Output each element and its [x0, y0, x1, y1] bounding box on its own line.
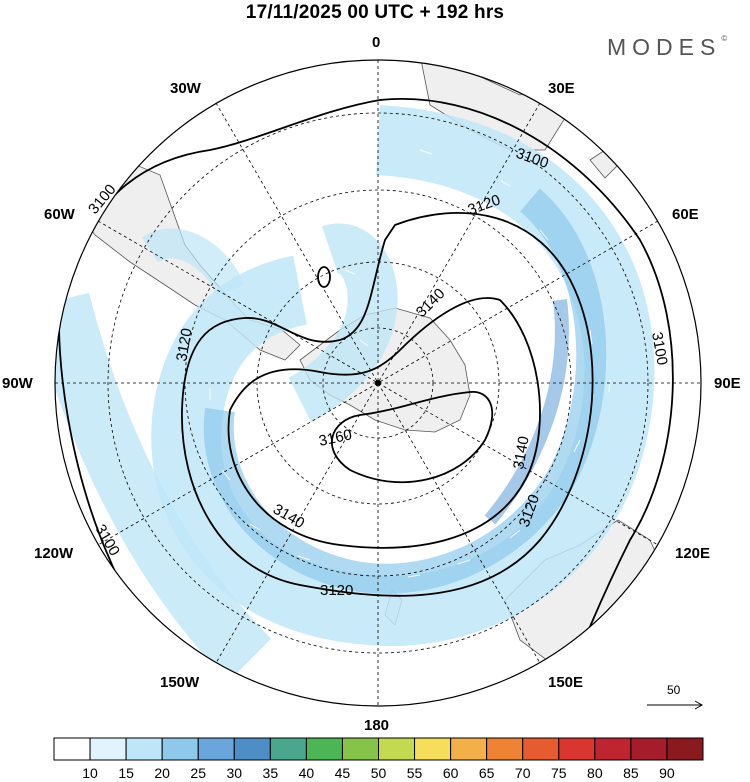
colorbar-tick-label: 70 — [514, 765, 531, 781]
contour-3160 — [331, 391, 494, 484]
colorbar-swatch — [341, 737, 380, 761]
lon-label-120w: 120W — [34, 545, 74, 562]
brand-text: MODES — [607, 34, 722, 60]
reference-vector-arrow — [647, 700, 704, 710]
lon-label-30w: 30W — [170, 80, 201, 97]
lon-label-150w: 150W — [160, 674, 200, 691]
colorbar-swatch — [558, 737, 596, 761]
contour-label: 3100 — [648, 331, 671, 367]
colorbar-swatch — [89, 737, 127, 761]
colorbar-tick-label: 50 — [370, 765, 387, 781]
colorbar-swatch — [486, 737, 524, 761]
colorbar-tick-label: 45 — [334, 765, 351, 781]
colorbar — [53, 737, 704, 761]
colorbar-swatch — [522, 737, 560, 761]
brand-mark: © — [721, 34, 728, 43]
colorbar-tick-label: 20 — [154, 765, 170, 781]
lon-label-180: 180 — [364, 717, 390, 734]
wind-vectors — [209, 149, 611, 578]
colorbar-swatch — [378, 737, 416, 761]
colorbar-tick-label: 65 — [478, 765, 495, 781]
colorbar-tick-label: 55 — [406, 765, 423, 781]
colorbar-tick-label: 15 — [118, 765, 134, 781]
contour-3100 — [59, 98, 674, 701]
colorbar-swatch — [233, 737, 271, 761]
colorbar-swatch — [197, 737, 235, 761]
colorbar-tick-label: 80 — [587, 765, 603, 781]
colorbar-tick-label: 30 — [226, 765, 243, 781]
contour-label: 3140 — [413, 285, 449, 321]
lon-label-120e: 120E — [675, 545, 711, 562]
madagascar — [589, 149, 619, 179]
colorbar-swatch — [450, 737, 488, 761]
colorbar-swatch — [269, 737, 307, 761]
contour-small-loop — [317, 266, 331, 288]
lon-label-90w: 90W — [2, 375, 33, 392]
contour-label: 3140 — [510, 435, 533, 471]
lon-label-150e: 150E — [548, 674, 584, 691]
forecast-title: 17/11/2025 00 UTC + 192 hrs — [245, 2, 505, 23]
colorbar-tick-label: 25 — [190, 765, 206, 781]
lon-label-60e: 60E — [672, 206, 699, 223]
colorbar-tick-label: 60 — [442, 765, 459, 781]
brand-logo: MODES© — [607, 34, 727, 61]
contour-label: 3120 — [320, 582, 353, 599]
colorbar-swatch — [125, 737, 163, 761]
lon-label-60w: 60W — [44, 206, 75, 223]
lon-label-0: 0 — [372, 34, 381, 51]
contour-label: 3160 — [317, 426, 353, 450]
south-pole-marker — [375, 380, 381, 386]
colorbar-tick-label: 35 — [262, 765, 279, 781]
contour-label: 3120 — [173, 327, 196, 363]
colorbar-tick-label: 75 — [550, 765, 567, 781]
colorbar-tick-label: 10 — [82, 765, 98, 781]
lon-label-30e: 30E — [548, 80, 575, 97]
contour-3120 — [181, 211, 594, 597]
reference-vector-label: 50 — [667, 683, 681, 697]
colorbar-swatch — [666, 737, 704, 761]
colorbar-tick-label: 85 — [623, 765, 639, 781]
colorbar-swatch — [53, 737, 91, 761]
colorbar-swatch — [305, 737, 343, 761]
colorbar-tick-label: 40 — [298, 765, 315, 781]
colorbar-swatch — [594, 737, 632, 761]
colorbar-swatch — [630, 737, 668, 761]
map-border — [54, 59, 702, 707]
colorbar-tick-label: 90 — [659, 765, 675, 781]
contour-3140 — [227, 297, 541, 549]
colorbar-swatch — [414, 737, 452, 761]
lon-label-90e: 90E — [714, 375, 741, 392]
colorbar-swatch — [161, 737, 199, 761]
